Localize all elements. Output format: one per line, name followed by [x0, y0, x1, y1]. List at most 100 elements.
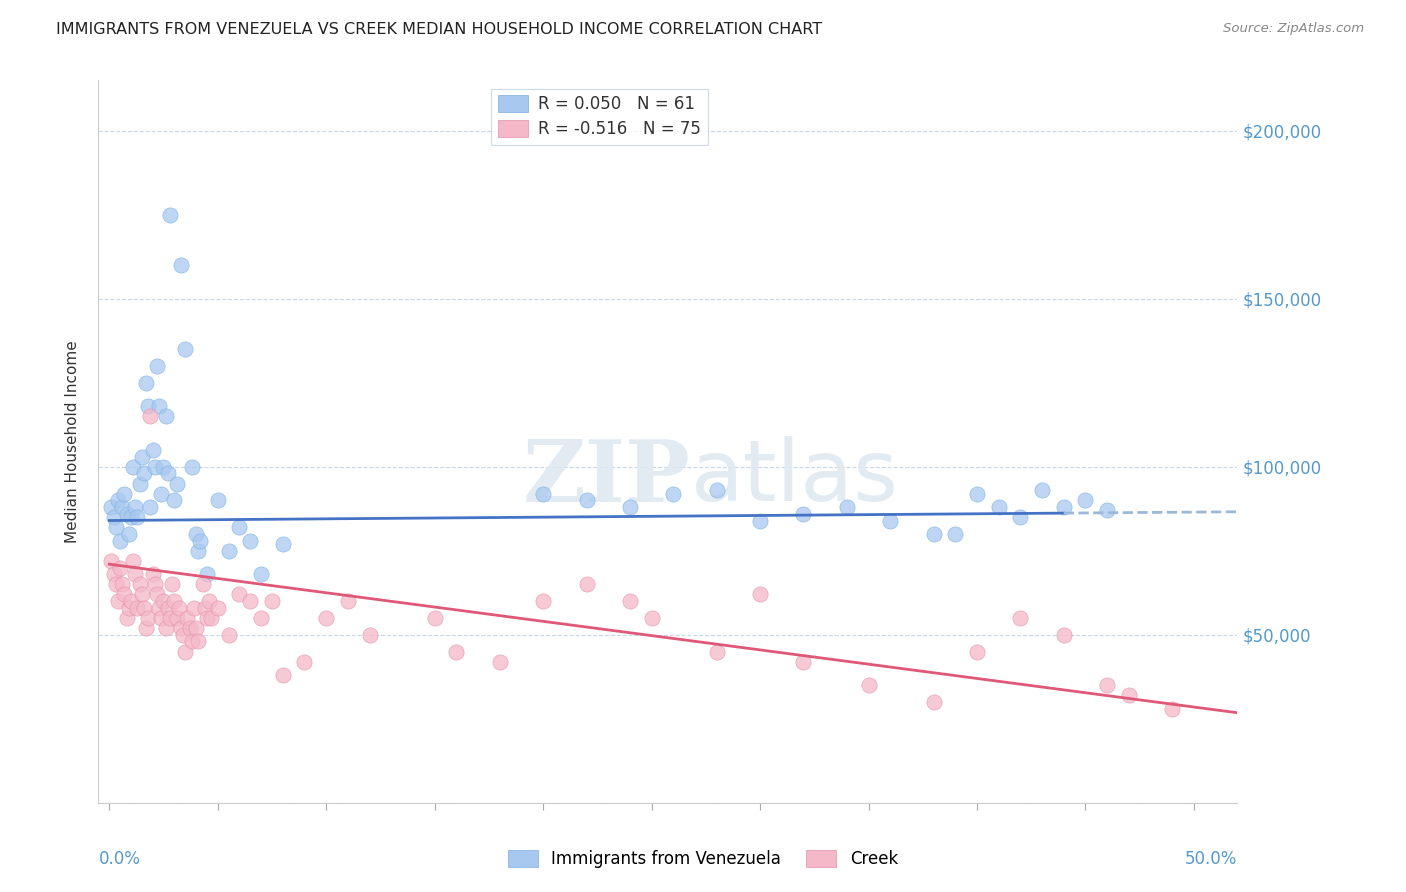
- Legend: Immigrants from Venezuela, Creek: Immigrants from Venezuela, Creek: [502, 843, 904, 875]
- Point: [531, 594, 554, 608]
- Point: [100, 554, 122, 568]
- Point: [156, 600, 179, 615]
- Point: [1074, 493, 1097, 508]
- Point: [575, 577, 598, 591]
- Point: [108, 560, 131, 574]
- Point: [966, 644, 988, 658]
- Point: [662, 486, 685, 500]
- Point: [167, 600, 190, 615]
- Point: [142, 567, 165, 582]
- Point: [200, 611, 222, 625]
- Point: [922, 695, 945, 709]
- Point: [250, 611, 273, 625]
- Point: [124, 500, 146, 514]
- Point: [142, 442, 165, 457]
- Point: [104, 520, 127, 534]
- Point: [575, 493, 598, 508]
- Point: [166, 611, 188, 625]
- Point: [111, 500, 134, 514]
- Point: [103, 510, 125, 524]
- Point: [446, 644, 468, 658]
- Point: [127, 600, 149, 615]
- Point: [922, 527, 945, 541]
- Point: [107, 493, 129, 508]
- Point: [195, 611, 218, 625]
- Point: [423, 611, 446, 625]
- Point: [148, 399, 170, 413]
- Point: [104, 577, 127, 591]
- Point: [115, 611, 138, 625]
- Point: [146, 587, 169, 601]
- Point: [100, 500, 122, 514]
- Point: [152, 594, 174, 608]
- Point: [187, 634, 209, 648]
- Text: 50.0%: 50.0%: [1185, 850, 1237, 868]
- Point: [111, 577, 134, 591]
- Point: [135, 621, 157, 635]
- Text: ZIP: ZIP: [523, 435, 690, 520]
- Point: [749, 514, 772, 528]
- Point: [180, 634, 202, 648]
- Point: [163, 594, 186, 608]
- Point: [160, 577, 183, 591]
- Legend: R = 0.050   N = 61, R = -0.516   N = 75: R = 0.050 N = 61, R = -0.516 N = 75: [492, 88, 707, 145]
- Point: [143, 577, 166, 591]
- Point: [166, 476, 188, 491]
- Text: atlas: atlas: [690, 436, 898, 519]
- Point: [136, 399, 159, 413]
- Point: [170, 621, 193, 635]
- Point: [163, 493, 186, 508]
- Point: [792, 507, 814, 521]
- Point: [207, 600, 229, 615]
- Point: [336, 594, 359, 608]
- Point: [128, 476, 150, 491]
- Point: [139, 409, 162, 424]
- Point: [260, 594, 283, 608]
- Point: [315, 611, 337, 625]
- Point: [131, 587, 153, 601]
- Point: [143, 459, 166, 474]
- Point: [155, 621, 177, 635]
- Point: [488, 655, 510, 669]
- Point: [155, 409, 177, 424]
- Point: [132, 600, 155, 615]
- Point: [198, 594, 221, 608]
- Point: [706, 644, 728, 658]
- Point: [271, 668, 294, 682]
- Point: [103, 567, 125, 582]
- Point: [159, 611, 181, 625]
- Point: [135, 376, 157, 390]
- Point: [271, 537, 294, 551]
- Point: [118, 600, 141, 615]
- Point: [120, 510, 142, 524]
- Point: [1161, 702, 1184, 716]
- Point: [706, 483, 728, 498]
- Point: [152, 459, 174, 474]
- Point: [136, 611, 159, 625]
- Point: [1053, 500, 1076, 514]
- Point: [190, 533, 212, 548]
- Point: [1118, 688, 1140, 702]
- Point: [148, 600, 170, 615]
- Point: [619, 500, 641, 514]
- Point: [1010, 611, 1032, 625]
- Point: [194, 600, 217, 615]
- Point: [228, 587, 250, 601]
- Point: [195, 567, 218, 582]
- Point: [180, 459, 202, 474]
- Point: [172, 628, 194, 642]
- Point: [174, 644, 197, 658]
- Point: [1053, 628, 1076, 642]
- Point: [531, 486, 554, 500]
- Point: [174, 342, 197, 356]
- Point: [250, 567, 273, 582]
- Point: [619, 594, 641, 608]
- Text: IMMIGRANTS FROM VENEZUELA VS CREEK MEDIAN HOUSEHOLD INCOME CORRELATION CHART: IMMIGRANTS FROM VENEZUELA VS CREEK MEDIA…: [56, 22, 823, 37]
- Point: [987, 500, 1010, 514]
- Point: [228, 520, 250, 534]
- Point: [218, 543, 240, 558]
- Point: [115, 507, 138, 521]
- Point: [1095, 503, 1118, 517]
- Point: [184, 621, 207, 635]
- Point: [127, 510, 149, 524]
